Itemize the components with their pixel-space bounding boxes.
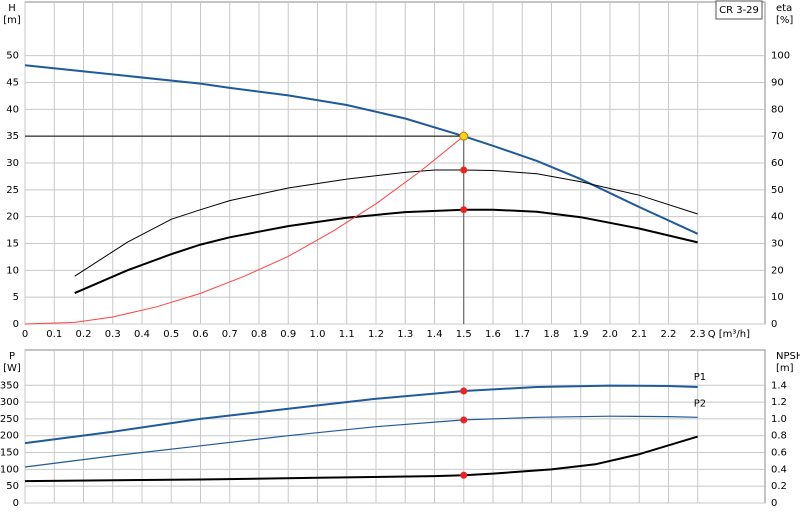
y-tick-label: 0: [13, 498, 19, 509]
y2-tick-label: 1.0: [771, 414, 787, 425]
y2-tick-label: 0.2: [771, 481, 787, 492]
x-tick-label: 0: [22, 329, 28, 340]
x-tick-label: 1.7: [514, 329, 530, 340]
y-tick-label: 40: [6, 104, 19, 115]
y2-tick-label: 100: [771, 51, 790, 62]
x-tick-label: 1.8: [544, 329, 560, 340]
y2-tick-label: 30: [771, 239, 784, 250]
y-tick-label: 50: [6, 51, 19, 62]
y-tick-label: 5: [13, 292, 19, 303]
curve: [74, 169, 698, 277]
x-tick-label: 0.7: [222, 329, 238, 340]
series-label: P2: [694, 398, 706, 409]
y2-tick-label: 60: [771, 158, 784, 169]
x-tick-label: 0.9: [280, 329, 296, 340]
curve: [24, 384, 698, 445]
x-tick-label: 1.2: [368, 329, 384, 340]
curve: [24, 135, 465, 325]
x-tick-label: 0.6: [193, 329, 209, 340]
y2-tick-label: 80: [771, 104, 784, 115]
y-tick-label: 30: [6, 158, 19, 169]
y2-tick-label: 0: [771, 498, 777, 509]
x-tick-label: 1.6: [485, 329, 501, 340]
y-tick-label: 45: [6, 78, 19, 89]
y-tick-label: 15: [6, 239, 19, 250]
y2-tick-label: 70: [771, 131, 784, 142]
y2-axis-label: NPSH: [776, 351, 800, 362]
x-tick-label: 1.0: [310, 329, 326, 340]
y2-axis-unit: [m]: [776, 363, 794, 374]
y-tick-label: 50: [6, 481, 19, 492]
y-tick-label: 250: [0, 414, 19, 425]
y2-tick-label: 90: [771, 78, 784, 89]
y-axis-label: P: [9, 351, 15, 362]
duty-marker: [460, 206, 468, 214]
y2-tick-label: 0.8: [771, 431, 787, 442]
y-axis-label: H: [8, 3, 16, 14]
y2-tick-label: 0.4: [771, 464, 787, 475]
x-tick-label: 2.0: [602, 329, 618, 340]
curve: [24, 415, 698, 468]
y-axis-unit: [m]: [3, 15, 21, 26]
y-tick-label: 200: [0, 431, 19, 442]
y-tick-label: 20: [6, 212, 19, 223]
duty-point: [459, 131, 469, 141]
y-tick-label: 35: [6, 131, 19, 142]
curve: [24, 64, 699, 235]
y-tick-label: 25: [6, 185, 19, 196]
x-tick-label: 0.3: [105, 329, 121, 340]
curve: [24, 435, 698, 483]
y-axis-unit: [W]: [3, 363, 21, 374]
x-tick-label: 0.2: [76, 329, 92, 340]
y-tick-label: 10: [6, 265, 19, 276]
x-tick-label: 0.5: [163, 329, 179, 340]
y2-tick-label: 50: [771, 185, 784, 196]
duty-marker: [460, 166, 468, 174]
y-tick-label: 0: [13, 319, 19, 330]
x-tick-label: 1.4: [427, 329, 443, 340]
duty-marker: [460, 416, 468, 424]
y2-tick-label: 10: [771, 292, 784, 303]
y2-axis-label: eta: [776, 3, 792, 14]
x-tick-label: 2.1: [631, 329, 647, 340]
x-tick-label: 1.9: [573, 329, 589, 340]
y-tick-label: 350: [0, 380, 19, 391]
y2-axis-unit: [%]: [776, 15, 793, 26]
y2-tick-label: 0: [771, 319, 777, 330]
x-tick-label: 0.1: [46, 329, 62, 340]
x-tick-label: 1.5: [456, 329, 472, 340]
y2-tick-label: 1.2: [771, 397, 787, 408]
chart-title: CR 3-29: [719, 5, 759, 16]
x-tick-label: 0.8: [251, 329, 267, 340]
x-tick-label: 1.3: [397, 329, 413, 340]
x-tick-label: 2.3: [690, 329, 706, 340]
x-tick-label: 1.1: [339, 329, 355, 340]
y-tick-label: 150: [0, 448, 19, 459]
y-tick-label: 100: [0, 464, 19, 475]
series-label: P1: [694, 372, 706, 383]
curve: [74, 208, 698, 295]
x-tick-label: 2.2: [661, 329, 677, 340]
y2-tick-label: 20: [771, 265, 784, 276]
duty-marker: [460, 387, 468, 395]
x-axis-label: Q [m³/h]: [708, 329, 750, 340]
title-box: [715, 0, 763, 20]
duty-marker: [460, 471, 468, 479]
x-tick-label: 0.4: [134, 329, 150, 340]
y2-tick-label: 0.6: [771, 448, 787, 459]
y-tick-label: 300: [0, 397, 19, 408]
y2-tick-label: 40: [771, 212, 784, 223]
y2-tick-label: 1.4: [771, 380, 787, 391]
